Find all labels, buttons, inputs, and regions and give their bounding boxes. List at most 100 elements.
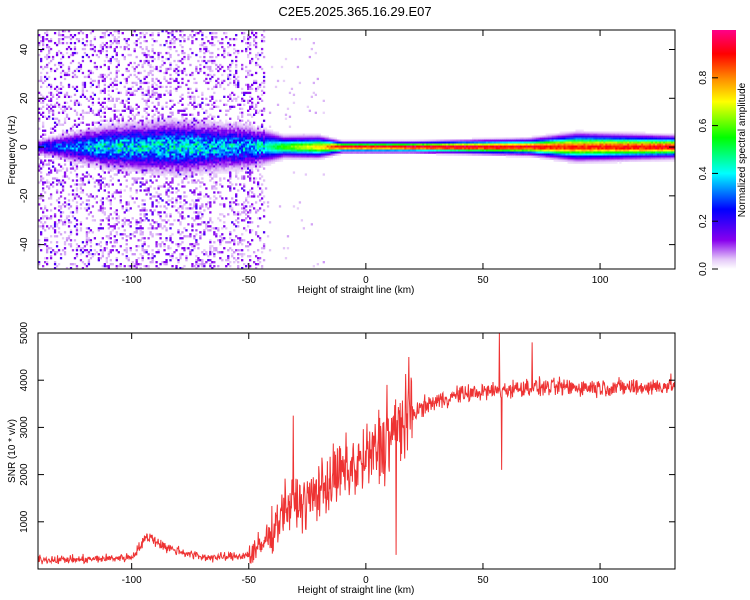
heatmap-cell: [173, 143, 176, 146]
heatmap-cell: [167, 253, 170, 256]
heatmap-cell: [69, 147, 73, 150]
heatmap-cell: [145, 129, 148, 132]
heatmap-cell: [167, 143, 170, 146]
heatmap-cell: [117, 35, 120, 39]
heatmap-cell: [193, 81, 196, 85]
heatmap-cell: [243, 161, 246, 164]
heatmap-cell: [215, 169, 218, 172]
heatmap-cell: [189, 141, 192, 144]
heatmap-cell: [77, 103, 81, 106]
heatmap-cell: [229, 145, 232, 148]
heatmap-cell: [141, 133, 144, 136]
heatmap-cell: [191, 175, 194, 178]
heatmap-cell: [203, 157, 206, 160]
heatmap-cell: [41, 147, 45, 150]
heatmap-cell: [55, 199, 59, 202]
heatmap-cell: [103, 147, 106, 150]
heatmap-cell: [77, 117, 81, 120]
heatmap-cell: [151, 109, 154, 112]
heatmap-cell: [189, 55, 192, 59]
heatmap-cell: [75, 51, 79, 55]
heatmap-cell: [151, 203, 154, 206]
heatmap-cell: [139, 167, 142, 170]
heatmap-cell: [151, 195, 154, 198]
heatmap-cell: [101, 75, 104, 79]
heatmap-cell: [191, 51, 194, 55]
heatmap-cell: [107, 159, 110, 162]
heatmap-cell: [127, 203, 130, 206]
heatmap-cell: [53, 77, 57, 81]
heatmap-cell: [157, 51, 160, 55]
heatmap-cell: [93, 237, 97, 240]
heatmap-cell: [107, 157, 110, 160]
heatmap-cell: [157, 223, 160, 226]
heatmap-cell: [203, 117, 206, 120]
heatmap-cell: [165, 215, 168, 218]
heatmap-cell: [169, 85, 172, 89]
heatmap-cell: [227, 259, 230, 262]
heatmap-cell: [219, 99, 222, 102]
heatmap-cell: [89, 175, 93, 178]
heatmap-cell: [95, 85, 99, 89]
heatmap-cell: [193, 169, 196, 172]
heatmap-cell: [173, 175, 176, 178]
heatmap-cell: [233, 213, 236, 216]
heatmap-cell: [215, 153, 218, 156]
heatmap-cell: [75, 255, 79, 258]
heatmap-cell: [237, 155, 240, 158]
heatmap-cell: [145, 53, 148, 57]
heatmap-cell: [129, 247, 132, 250]
heatmap-cell: [177, 81, 180, 85]
heatmap-cell: [97, 227, 101, 230]
heatmap-cell: [177, 183, 180, 186]
heatmap-cell: [143, 129, 146, 132]
heatmap-cell: [115, 211, 118, 214]
heatmap-cell: [201, 161, 204, 164]
heatmap-cell: [189, 151, 192, 154]
heatmap-cell: [183, 147, 186, 150]
heatmap-cell: [243, 201, 246, 204]
heatmap-cell: [43, 151, 47, 154]
heatmap-cell: [111, 81, 114, 85]
heatmap-cell: [193, 203, 196, 206]
heatmap-cell: [171, 133, 174, 136]
heatmap-cell: [105, 261, 108, 264]
heatmap-cell: [241, 31, 244, 35]
heatmap-cell: [105, 145, 108, 148]
heatmap-cell: [235, 55, 238, 59]
heatmap-cell: [199, 223, 202, 226]
heatmap-cell: [185, 255, 188, 258]
heatmap-cell: [133, 93, 136, 97]
heatmap-cell: [189, 149, 192, 152]
heatmap-cell: [127, 87, 130, 91]
heatmap-cell: [129, 107, 132, 110]
heatmap-cell: [241, 175, 244, 178]
heatmap-cell: [119, 155, 122, 158]
heatmap-cell: [113, 125, 116, 128]
heatmap-cell: [79, 133, 83, 136]
heatmap-cell: [147, 127, 150, 130]
heatmap-cell: [213, 163, 216, 166]
heatmap-cell: [241, 87, 244, 91]
heatmap-cell: [227, 73, 230, 77]
heatmap-cell: [59, 141, 63, 144]
heatmap-cell: [169, 77, 172, 81]
heatmap-cell: [91, 147, 95, 150]
heatmap-cell: [67, 203, 71, 206]
heatmap-cell: [151, 37, 154, 41]
heatmap-cell: [229, 77, 232, 81]
heatmap-cell: [75, 247, 79, 250]
heatmap-cell: [197, 153, 200, 156]
heatmap-cell: [225, 171, 228, 174]
heatmap-cell: [207, 151, 210, 154]
heatmap-cell: [165, 227, 168, 230]
heatmap-cell: [85, 33, 89, 37]
heatmap-cell: [147, 165, 150, 168]
heatmap-cell: [237, 177, 240, 180]
heatmap-cell: [173, 159, 176, 162]
heatmap-cell: [157, 129, 160, 132]
heatmap-cell: [77, 183, 81, 186]
heatmap-cell: [155, 39, 158, 43]
heatmap-cell: [97, 229, 101, 232]
heatmap-cell: [81, 183, 85, 186]
